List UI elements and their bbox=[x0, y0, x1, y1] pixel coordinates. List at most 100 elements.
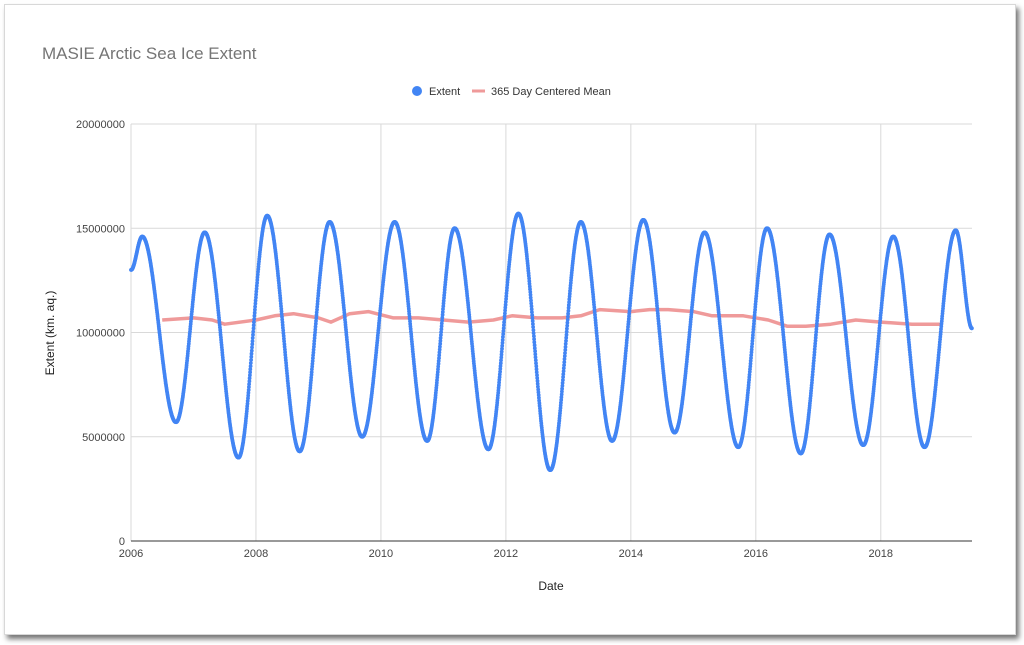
extent-point bbox=[248, 367, 253, 372]
extent-point bbox=[753, 305, 758, 309]
extent-point bbox=[247, 382, 252, 386]
extent-point bbox=[532, 343, 537, 348]
extent-point bbox=[500, 346, 504, 351]
extent-point bbox=[314, 313, 319, 318]
extent-point bbox=[440, 315, 445, 320]
extent-point bbox=[311, 356, 315, 360]
extent-point bbox=[503, 305, 508, 310]
extent-point bbox=[564, 335, 569, 340]
extent-point bbox=[248, 373, 252, 378]
extent-point bbox=[436, 364, 441, 369]
extent-point bbox=[559, 395, 564, 400]
extent-point bbox=[531, 325, 535, 329]
extent-point bbox=[253, 298, 258, 303]
extent-point bbox=[563, 341, 568, 346]
extent-point bbox=[816, 307, 820, 312]
extent-point bbox=[529, 307, 534, 312]
extent-point bbox=[560, 386, 564, 391]
extent-point bbox=[280, 314, 284, 319]
extent-point bbox=[814, 327, 819, 332]
extent-point bbox=[499, 355, 504, 360]
extent-point bbox=[249, 358, 254, 362]
extent-point bbox=[441, 298, 446, 303]
extent-point bbox=[754, 294, 759, 298]
extent-point bbox=[561, 378, 565, 382]
extent-point bbox=[503, 299, 508, 304]
extent-point bbox=[751, 324, 756, 329]
extent-point bbox=[816, 310, 820, 315]
x-tick-label: 2006 bbox=[119, 548, 143, 560]
extent-point bbox=[564, 329, 569, 334]
extent-point bbox=[504, 291, 509, 296]
extent-point bbox=[595, 339, 600, 343]
extent-point bbox=[314, 310, 319, 315]
extent-point bbox=[566, 314, 570, 319]
extent-point bbox=[313, 327, 318, 332]
extent-point bbox=[532, 337, 536, 341]
extent-point bbox=[253, 301, 258, 306]
extent-point bbox=[749, 347, 754, 352]
extent-point bbox=[561, 372, 566, 376]
extent-point bbox=[747, 378, 751, 382]
extent-point bbox=[559, 398, 564, 402]
extent-point bbox=[282, 339, 286, 344]
extent-point bbox=[442, 296, 446, 300]
y-tick-label: 20000000 bbox=[76, 119, 125, 131]
extent-point bbox=[279, 309, 284, 314]
extent-point bbox=[815, 318, 819, 323]
extent-point bbox=[436, 367, 440, 372]
extent-point bbox=[438, 338, 443, 343]
extent-point bbox=[815, 316, 820, 320]
x-tick-label: 2018 bbox=[869, 548, 893, 560]
extent-point bbox=[439, 330, 443, 334]
extent-point bbox=[567, 297, 572, 302]
extent-point bbox=[751, 330, 755, 335]
extent-point bbox=[813, 335, 818, 340]
extent-point bbox=[246, 396, 250, 401]
extent-point bbox=[531, 328, 536, 332]
extent-point bbox=[812, 347, 817, 352]
extent-point bbox=[532, 346, 537, 351]
y-axis-title: Extent (km. aq.) bbox=[43, 291, 57, 376]
extent-point bbox=[813, 341, 818, 346]
extent-point bbox=[500, 338, 505, 342]
extent-point bbox=[315, 302, 320, 306]
extent-point bbox=[252, 313, 257, 318]
legend-label-mean: 365 Day Centered Mean bbox=[491, 86, 611, 98]
extent-point bbox=[309, 372, 314, 377]
extent-point bbox=[497, 383, 501, 388]
extent-point bbox=[252, 310, 257, 315]
extent-point bbox=[497, 375, 502, 379]
extent-point bbox=[748, 364, 753, 369]
extent-point bbox=[814, 324, 819, 329]
extent-point bbox=[811, 358, 816, 363]
extent-point bbox=[750, 339, 755, 343]
extent-point bbox=[500, 343, 505, 348]
extent-point bbox=[562, 363, 566, 367]
extent-point bbox=[813, 338, 818, 343]
extent-point bbox=[280, 320, 285, 325]
extent-point bbox=[280, 317, 285, 322]
extent-point bbox=[752, 319, 756, 323]
extent-point bbox=[250, 345, 254, 350]
mean-line bbox=[162, 307, 941, 328]
extent-point bbox=[528, 287, 532, 292]
extent-point bbox=[498, 369, 502, 374]
extent-point bbox=[810, 369, 815, 374]
extent-point bbox=[283, 350, 287, 355]
extent-point bbox=[567, 294, 572, 299]
extent-point bbox=[442, 290, 447, 295]
extent-point bbox=[280, 323, 285, 327]
extent-point bbox=[312, 333, 317, 338]
extent-point bbox=[627, 314, 631, 319]
extent-point bbox=[504, 294, 509, 298]
extent-point bbox=[501, 326, 506, 330]
extent-point bbox=[310, 367, 314, 372]
extent-point bbox=[565, 317, 570, 322]
extent-point bbox=[814, 333, 818, 337]
extent-point bbox=[749, 353, 754, 357]
extent-point bbox=[810, 380, 814, 385]
extent-point bbox=[311, 350, 316, 355]
extent-point bbox=[558, 403, 563, 408]
extent-point bbox=[254, 283, 259, 288]
